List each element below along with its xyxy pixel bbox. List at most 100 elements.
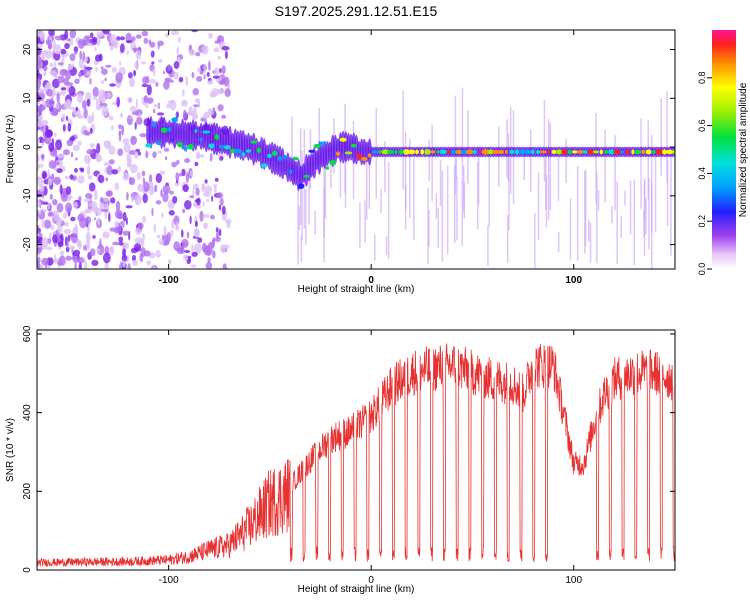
spectrogram-xtick-label: 0 xyxy=(368,275,374,286)
spectrogram-cell xyxy=(118,212,123,220)
spectrogram-cell xyxy=(111,169,118,175)
spectrogram-cell xyxy=(196,197,201,206)
colorbar-tick-label: 0.0 xyxy=(697,263,707,276)
spectrogram-streak xyxy=(402,90,404,190)
spectrogram-cell xyxy=(620,150,625,154)
spectrogram-streak xyxy=(596,172,598,264)
spectrogram-cell xyxy=(221,205,226,215)
spectrogram-streak xyxy=(462,165,465,212)
spectrogram-frame xyxy=(36,29,676,270)
spectrogram-cell xyxy=(182,184,189,193)
spectrogram-streak xyxy=(374,234,376,261)
spectrogram-cell xyxy=(430,150,436,154)
spectrogram-cell xyxy=(37,120,44,128)
spectrogram-cell xyxy=(125,40,133,44)
spectrogram-cell xyxy=(57,161,60,165)
spectrogram-cell xyxy=(122,172,130,181)
spectrogram-cell xyxy=(218,80,226,85)
spectrogram-cell xyxy=(344,151,353,155)
spectrogram-cell xyxy=(218,145,226,149)
spectrogram-streak xyxy=(477,161,479,229)
spectrogram-cell xyxy=(203,63,206,74)
spectrogram-cell xyxy=(38,88,45,94)
spectrogram-streak xyxy=(529,129,532,192)
spectrogram-cell xyxy=(192,88,200,96)
spectrogram-cell xyxy=(118,131,122,142)
spectrogram-cell xyxy=(613,149,621,155)
spectrogram-cell xyxy=(184,158,191,163)
spectrogram-cell xyxy=(293,156,299,161)
spectrogram-cell xyxy=(267,153,272,159)
spectrogram-cell xyxy=(111,66,117,74)
spectrogram-cell xyxy=(116,96,120,108)
spectrogram-streak xyxy=(620,216,622,238)
spectrogram-cell xyxy=(146,260,152,266)
spectrogram-streak xyxy=(534,213,536,268)
spectrogram-streak xyxy=(409,138,411,218)
spectrogram-cell xyxy=(118,124,122,130)
spectrogram-cell xyxy=(145,104,148,109)
spectrogram-cell xyxy=(187,144,194,150)
spectrogram-streak xyxy=(537,172,540,240)
spectrogram-streak xyxy=(428,139,430,181)
spectrogram-cell xyxy=(197,237,203,244)
colorbar-tick-label: 0.8 xyxy=(697,72,707,85)
spectrogram-cell xyxy=(283,155,287,160)
spectrogram-cell xyxy=(94,217,96,221)
spectrogram-cell xyxy=(215,227,219,233)
spectrogram-streak xyxy=(454,164,456,244)
spectrogram-cell xyxy=(59,250,65,256)
spectrogram-cell xyxy=(151,122,156,128)
spectrogram-cell xyxy=(149,79,156,84)
spectrogram-cell xyxy=(199,70,204,75)
spectrogram-cell xyxy=(85,92,92,102)
spectrogram-cell xyxy=(220,244,226,254)
spectrogram-streak xyxy=(323,187,325,238)
spectrogram-cell xyxy=(143,95,149,103)
spectrogram-cell xyxy=(466,149,474,155)
spectrogram-cell xyxy=(163,147,170,152)
spectrogram-cell xyxy=(143,250,151,257)
spectrogram-cell xyxy=(159,170,166,175)
spectrogram-cell xyxy=(37,30,40,38)
spectrogram-cell xyxy=(191,113,199,120)
spectrogram-cell xyxy=(89,77,92,85)
spectrogram-cell xyxy=(415,149,419,155)
spectrogram-cell xyxy=(83,64,87,75)
spectrogram-cell xyxy=(77,175,85,184)
spectrogram-cell xyxy=(84,198,91,203)
spectrogram-cell xyxy=(176,221,179,230)
spectrogram-cell xyxy=(168,210,175,216)
spectrogram-streak xyxy=(629,180,632,235)
spectrogram-cell xyxy=(166,103,172,109)
spectrogram-cell xyxy=(634,149,642,155)
spectrogram-cell xyxy=(114,220,119,228)
spectrogram-cell xyxy=(108,247,115,256)
spectrogram-cell xyxy=(180,245,185,255)
spectrogram-cell xyxy=(202,201,205,207)
spectrogram-cell xyxy=(157,58,163,64)
spectrogram-cell xyxy=(478,149,482,154)
spectrogram-cell xyxy=(350,143,357,148)
spectrogram-cell xyxy=(91,111,95,122)
spectrogram-cell xyxy=(156,141,162,146)
spectrogram-cell xyxy=(245,149,252,153)
spectrogram-cell xyxy=(226,220,231,229)
spectrogram-cell xyxy=(76,257,85,264)
spectrogram-cell xyxy=(171,30,179,36)
spectrogram-cell xyxy=(171,161,178,168)
spectrogram-cell xyxy=(37,147,41,151)
spectrogram-cell xyxy=(88,202,94,207)
spectrogram-streak xyxy=(547,119,550,220)
spectrogram-cell xyxy=(37,230,41,235)
spectrogram-cell xyxy=(105,190,112,197)
spectrogram-cell xyxy=(439,149,448,155)
spectrogram-cell xyxy=(64,175,70,180)
spectrogram-cell xyxy=(194,220,198,228)
spectrogram-cell xyxy=(95,66,98,72)
spectrogram-streak xyxy=(488,155,490,227)
spectrogram-cell xyxy=(194,243,202,255)
spectrogram-cell xyxy=(576,150,584,154)
spectrogram-streak xyxy=(461,88,464,176)
